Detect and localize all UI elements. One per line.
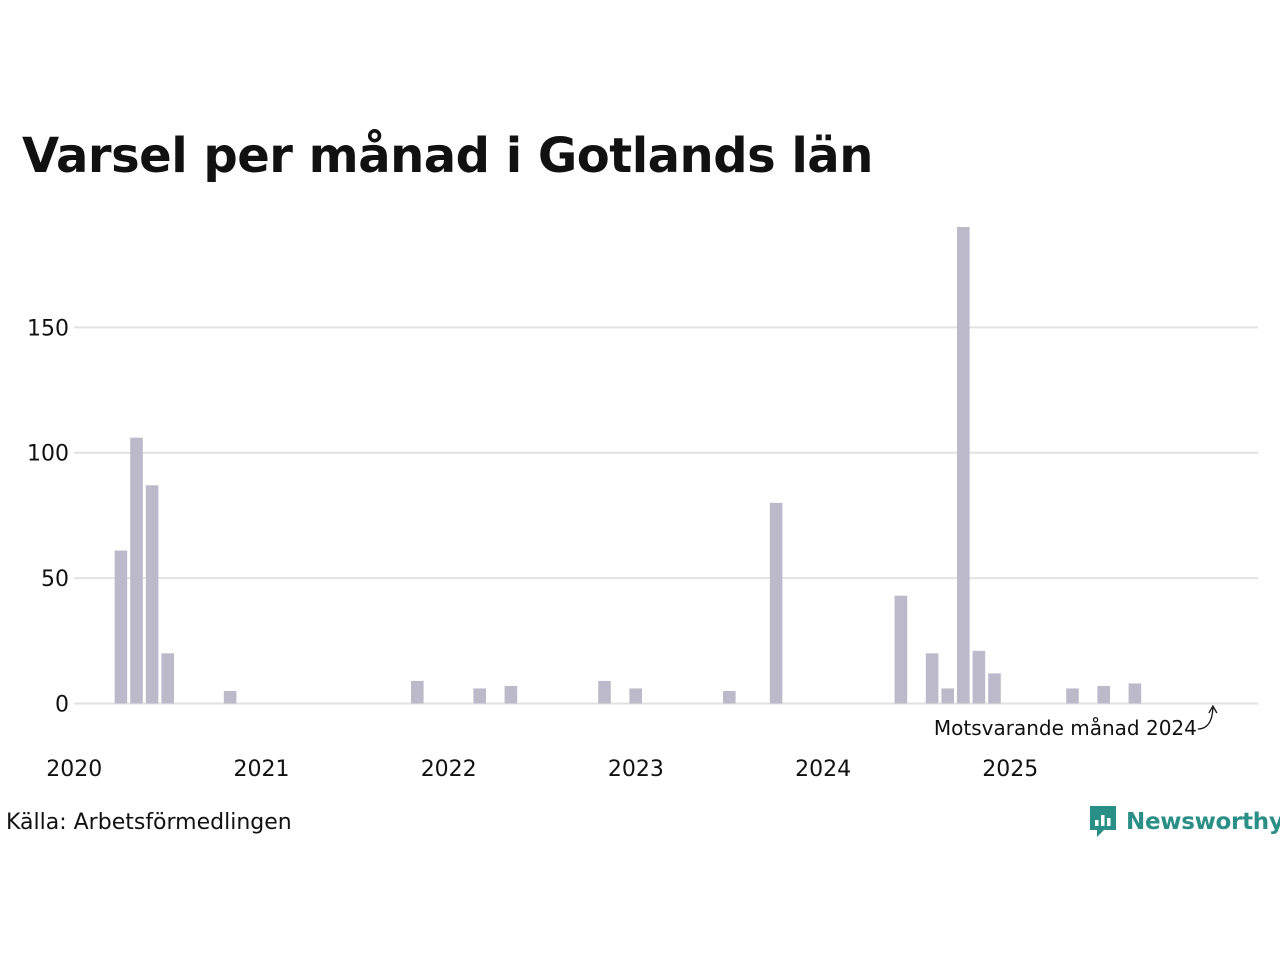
bar xyxy=(130,437,143,704)
bar xyxy=(114,550,128,704)
bar xyxy=(145,485,159,704)
bar xyxy=(598,680,611,704)
chart-title: Varsel per månad i Gotlands län xyxy=(22,128,873,184)
annotation-arrow xyxy=(1197,707,1214,730)
x-tick-label: 2025 xyxy=(982,757,1038,782)
bars xyxy=(114,227,1142,704)
bar xyxy=(411,680,424,704)
newsworthy-logo-text: Newsworthy xyxy=(1126,809,1280,835)
bar xyxy=(925,653,939,704)
newsworthy-logo: Newsworthy xyxy=(1088,804,1280,840)
bar xyxy=(723,690,736,704)
bar xyxy=(504,685,518,704)
bar xyxy=(957,227,970,704)
bar xyxy=(223,690,237,704)
newsworthy-logo-icon xyxy=(1090,806,1116,837)
x-axis-year-labels: 2020 2021 2022 2023 2024 2025 xyxy=(46,757,1038,782)
bar xyxy=(1097,685,1110,704)
bar xyxy=(769,502,783,704)
y-tick-label: 100 xyxy=(27,442,69,467)
bar xyxy=(473,688,486,704)
y-tick-label: 150 xyxy=(27,316,69,341)
x-tick-label: 2024 xyxy=(795,757,851,782)
bar xyxy=(941,688,954,704)
bar xyxy=(1128,683,1142,704)
bar xyxy=(972,650,986,704)
bar xyxy=(629,688,642,704)
bar xyxy=(1066,688,1079,704)
annotations: dec20Motsvarande månad 2024 xyxy=(934,704,1218,740)
bar xyxy=(894,595,908,704)
y-tick-label: 50 xyxy=(41,567,69,592)
bar xyxy=(161,653,174,704)
x-tick-label: 2023 xyxy=(608,757,664,782)
comparison-month-annotation: Motsvarande månad 2024 xyxy=(934,716,1197,740)
source-credit: Källa: Arbetsförmedlingen xyxy=(6,810,292,835)
y-tick-label: 0 xyxy=(55,693,69,718)
y-axis-ticks: 0 50 100 150 xyxy=(27,316,69,717)
x-tick-label: 2021 xyxy=(234,757,290,782)
bar xyxy=(988,673,1001,704)
x-tick-label: 2020 xyxy=(46,757,102,782)
x-tick-label: 2022 xyxy=(421,757,477,782)
gridlines xyxy=(74,326,1258,705)
annotation-arrowhead xyxy=(1208,704,1218,714)
